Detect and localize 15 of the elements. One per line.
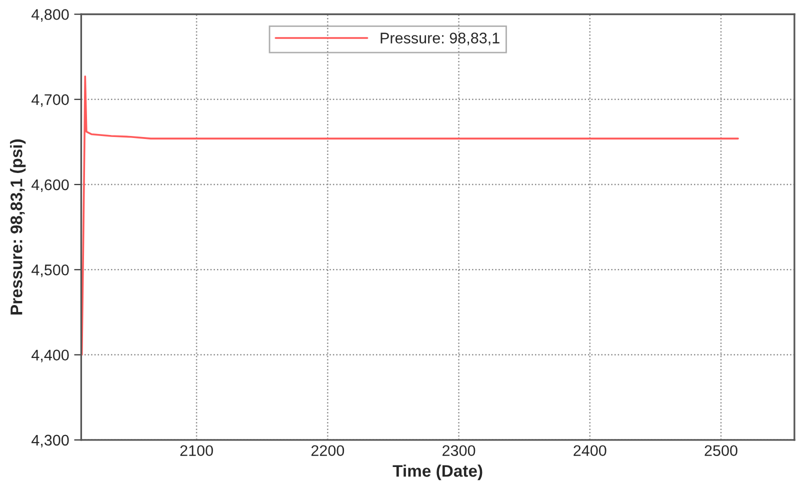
x-tick-label: 2300 [442,445,476,456]
y-tick-label: 4,400 [32,350,69,362]
y-tick-label: 4,700 [32,94,69,107]
x-tick-label: 2500 [704,445,738,456]
x-axis-title: Time (Date) [392,464,482,480]
text: Pressure: 98,83,1 [380,32,500,46]
x-tick-label: 2100 [180,445,213,456]
x-tick-label: 2200 [311,445,344,456]
y-tick-label: 4,300 [32,434,69,448]
y-tick-label: 4,500 [32,264,69,278]
line-series [81,75,739,356]
y-tick-label: 4,600 [32,179,69,192]
y-axis-title: Pressure: 98,83,1 (psi) [10,139,26,314]
x-tick-label: 2400 [574,445,606,456]
y-tick-label: 4,800 [32,9,69,22]
